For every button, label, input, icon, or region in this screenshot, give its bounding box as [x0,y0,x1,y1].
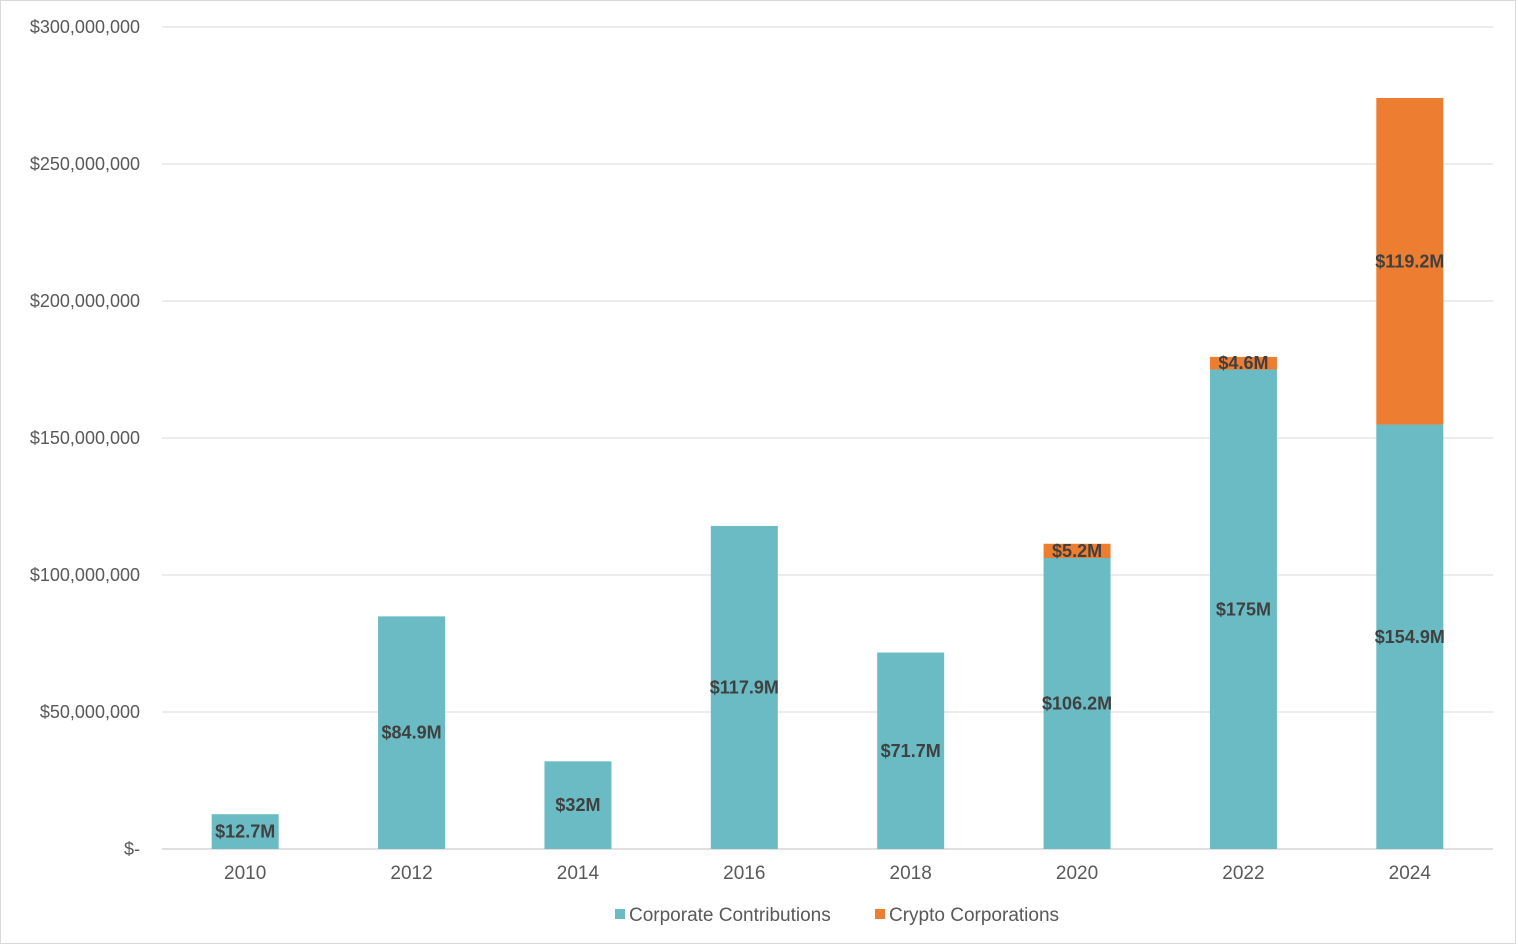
bar-crypto-corporations [1043,543,1111,559]
y-tick-label: $- [124,839,140,859]
y-tick-label: $250,000,000 [30,154,140,174]
x-tick-label: 2012 [390,863,432,884]
bar-corporate-contributions [1209,369,1277,849]
data-label: $12.7M [215,822,275,842]
x-tick-label: 2018 [890,863,932,884]
data-label: $154.9M [1375,627,1445,647]
legend-swatch-corporate [615,909,625,919]
legend: Corporate Contributions Crypto Corporatio… [615,905,1059,926]
bar-corporate-contributions [211,814,279,849]
gridlines [162,26,1493,850]
bar-corporate-contributions [1376,424,1444,849]
x-tick-label: 2020 [1056,863,1098,884]
bar-corporate-contributions [1043,558,1111,849]
x-axis-ticks: 2010 2012 2014 2016 2018 2020 2022 2024 [224,863,1431,884]
y-axis-ticks: $- $50,000,000 $100,000,000 $150,000,000 $20… [30,17,140,859]
data-label: $175M [1216,599,1271,619]
x-tick-label: 2016 [723,863,765,884]
data-label: $71.7M [881,741,941,761]
y-tick-label: $300,000,000 [30,17,140,37]
y-tick-label: $100,000,000 [30,565,140,585]
data-label: $5.2M [1052,541,1102,561]
bar-corporate-contributions [877,652,945,849]
legend-label: Crypto Corporations [889,905,1059,926]
bar-crypto-corporations [1209,356,1277,370]
data-label: $32M [555,795,600,815]
bars [211,97,1444,849]
x-tick-label: 2022 [1222,863,1264,884]
data-label: $117.9M [710,677,779,697]
y-tick-label: $200,000,000 [30,291,140,311]
bar-corporate-contributions [378,616,446,849]
data-label: $84.9M [382,723,442,743]
bar-crypto-corporations [1376,97,1444,425]
bar-corporate-contributions [710,525,778,849]
y-tick-label: $150,000,000 [30,428,140,448]
data-labels: $12.7M $84.9M $32M $117.9M $71.7M $106.2M $5.2… [215,251,1445,841]
legend-swatch-crypto [875,909,885,919]
data-label: $106.2M [1042,694,1112,714]
bar-corporate-contributions [544,761,612,849]
data-label: $119.2M [1375,251,1444,271]
legend-label: Corporate Contributions [629,905,831,926]
x-tick-label: 2014 [557,863,600,884]
x-tick-label: 2024 [1389,863,1432,884]
y-tick-label: $50,000,000 [40,702,140,722]
data-label: $4.6M [1218,353,1268,373]
x-tick-label: 2010 [224,863,266,884]
